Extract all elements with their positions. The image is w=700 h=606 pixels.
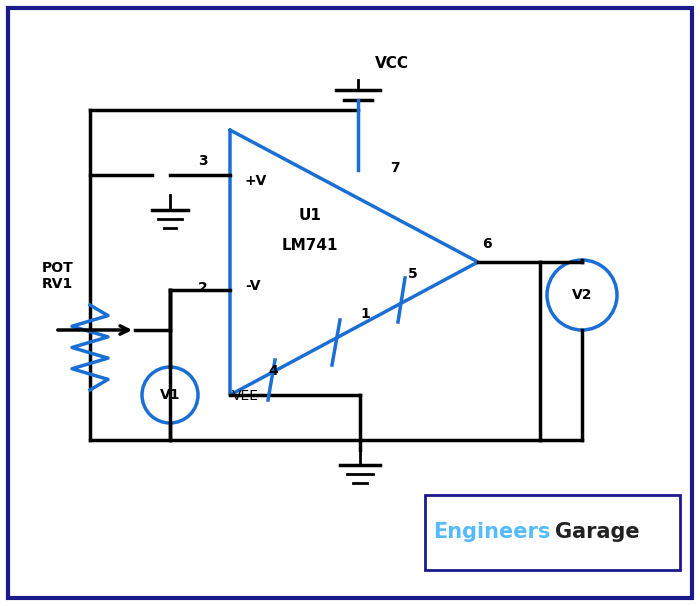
Text: 7: 7 [390, 161, 400, 175]
Text: U1: U1 [299, 208, 321, 223]
Text: +V: +V [245, 174, 267, 188]
Text: POT: POT [42, 261, 74, 275]
Text: RV1: RV1 [42, 277, 74, 291]
Text: VCC: VCC [375, 56, 409, 71]
Text: 1: 1 [360, 307, 370, 321]
Text: 2: 2 [198, 281, 208, 295]
Text: V2: V2 [572, 288, 592, 302]
Text: V1: V1 [160, 388, 181, 402]
Text: 6: 6 [482, 237, 491, 251]
Text: 5: 5 [408, 267, 418, 281]
Text: 4: 4 [268, 364, 278, 378]
Text: Garage: Garage [554, 522, 639, 542]
Text: 3: 3 [198, 154, 208, 168]
Text: LM741: LM741 [281, 238, 338, 253]
Bar [425, 495, 680, 570]
Text: Engineers: Engineers [433, 522, 550, 542]
Text: -V: -V [245, 279, 260, 293]
Text: VEE: VEE [232, 389, 259, 403]
